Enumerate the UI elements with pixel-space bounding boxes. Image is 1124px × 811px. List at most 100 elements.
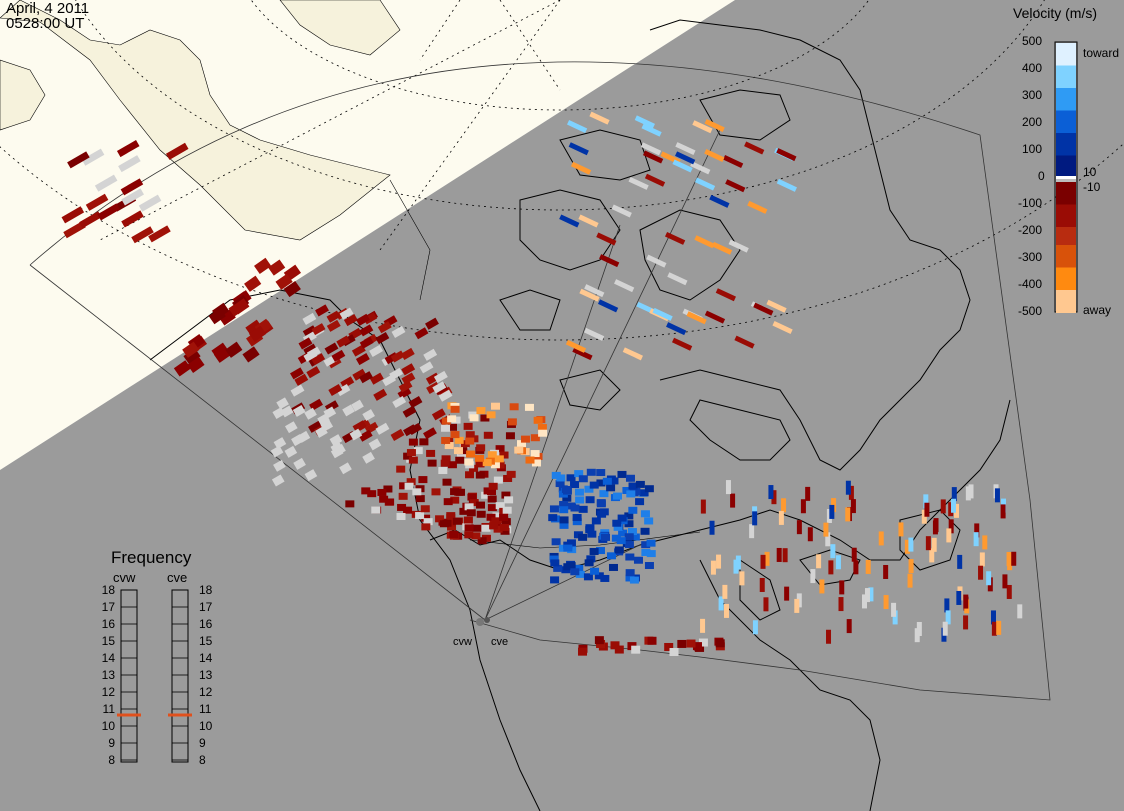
graticule — [0, 0, 1124, 341]
echo-cell — [692, 642, 702, 651]
echo-cell — [402, 405, 417, 418]
echo-cell — [336, 335, 351, 348]
frequency-level-label: 13 — [199, 668, 213, 682]
echo-cell — [725, 179, 746, 193]
echo-cell — [908, 559, 914, 574]
echo-cell — [945, 610, 951, 625]
echo-cell — [450, 431, 460, 439]
radar-echoes — [61, 111, 1023, 656]
echo-cell — [710, 560, 716, 575]
echo-cell — [973, 532, 979, 547]
echo-cell — [612, 492, 622, 500]
echo-cell — [500, 527, 510, 535]
echo-cell — [472, 524, 482, 532]
echo-cell — [641, 123, 662, 137]
echo-cell — [361, 487, 371, 495]
echo-cell — [559, 521, 569, 529]
echo-cell — [584, 485, 594, 493]
echo-cell — [715, 288, 736, 302]
echo-cell — [753, 302, 774, 316]
velocity-tick: 100 — [1022, 142, 1043, 156]
echo-cell — [589, 481, 599, 489]
echo-cell — [700, 618, 706, 633]
echo-cell — [408, 438, 418, 446]
echo-cell — [763, 597, 769, 612]
echo-cell — [772, 321, 793, 334]
coastlines — [149, 19, 1011, 811]
cve-column-label: cve — [167, 570, 188, 585]
echo-cell — [609, 477, 619, 485]
echo-cell — [597, 299, 619, 313]
echo-cell — [613, 523, 623, 531]
echo-cell — [309, 398, 323, 411]
echo-cell — [628, 176, 649, 190]
echo-cell — [784, 586, 790, 601]
echo-cell — [487, 451, 497, 459]
echo-cell — [392, 395, 407, 409]
echo-cell — [441, 436, 451, 444]
echo-cell — [759, 577, 765, 592]
echo-cell — [433, 370, 448, 383]
echo-cell — [722, 584, 728, 599]
echo-cell — [383, 485, 393, 493]
echo-cell — [398, 380, 413, 393]
radar-site-label-cve: cve — [491, 636, 509, 648]
echo-cell — [63, 221, 86, 239]
echo-cell — [963, 594, 969, 609]
echo-cell — [574, 488, 584, 496]
echo-cell — [284, 445, 298, 458]
echo-cell — [628, 506, 638, 514]
echo-cell — [465, 431, 475, 439]
echo-cell — [647, 636, 657, 645]
echo-cell — [807, 527, 813, 542]
echo-cell — [825, 532, 831, 547]
echo-cell — [385, 498, 395, 506]
echo-cell — [652, 307, 673, 321]
echo-cell — [965, 486, 971, 501]
echo-cell — [486, 513, 496, 521]
echo-cell — [1006, 584, 1012, 599]
velocity-tick: 10 — [1083, 165, 1097, 179]
time-label: 0528:00 UT — [6, 15, 85, 32]
toward-label: toward — [1083, 46, 1120, 60]
echo-cell — [566, 474, 576, 482]
echo-cell — [232, 298, 250, 315]
echo-cell — [599, 254, 620, 268]
echo-cell — [622, 347, 643, 361]
echo-cell — [1000, 504, 1006, 519]
echo-cell — [415, 512, 425, 520]
echo-cell — [415, 495, 425, 503]
echo-cell — [441, 424, 451, 432]
echo-cell — [268, 259, 286, 276]
echo-cell — [308, 420, 322, 433]
echo-cell — [728, 239, 749, 253]
echo-cell — [491, 517, 501, 525]
echo-cell — [555, 480, 565, 488]
echo-cell — [616, 537, 626, 545]
echo-cell — [331, 349, 346, 362]
echo-cell — [744, 141, 765, 155]
echo-cell — [1002, 574, 1008, 589]
echo-cell — [644, 485, 654, 493]
echo-cell — [626, 490, 636, 498]
echo-cell — [850, 499, 856, 514]
echo-cell — [796, 593, 802, 608]
frequency-level-label: 13 — [101, 668, 115, 682]
echo-cell — [345, 500, 355, 508]
echo-cell — [602, 477, 612, 485]
echo-cell — [242, 346, 260, 363]
echo-cell — [397, 387, 412, 400]
echo-cell — [421, 523, 431, 531]
echo-cell — [280, 405, 294, 418]
echo-cell — [489, 522, 499, 530]
echo-cell — [459, 507, 469, 515]
echo-cell — [390, 428, 405, 441]
echo-cell — [501, 491, 511, 499]
echo-cell — [932, 520, 938, 535]
echo-cell — [391, 325, 406, 338]
echo-cell — [810, 569, 816, 584]
echo-cell — [94, 174, 118, 192]
echo-cell — [563, 563, 573, 571]
velocity-tick: -200 — [1018, 223, 1043, 237]
